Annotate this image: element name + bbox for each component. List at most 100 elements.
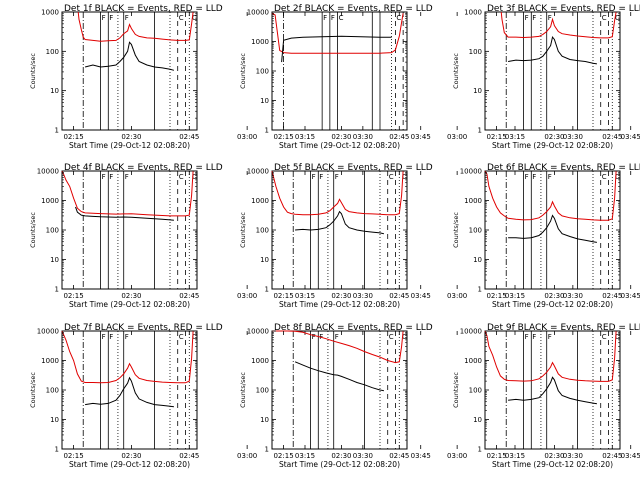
- x-tick-label: 02:45: [389, 133, 409, 141]
- y-tick-label: 100: [469, 227, 482, 235]
- flag-marker: F: [525, 14, 529, 22]
- x-tick-label: 02:45: [602, 133, 622, 141]
- flag-marker: F: [319, 173, 323, 181]
- x-tick-label: 02:30: [544, 452, 564, 460]
- y-tick-label: 10000: [247, 168, 269, 176]
- flag-marker: C: [402, 333, 407, 341]
- x-tick-label: 02:45: [602, 452, 622, 460]
- x-tick-label: 03:00: [447, 452, 467, 460]
- plot-frame: [271, 11, 408, 131]
- x-tick-label: 03:15: [295, 133, 315, 141]
- x-axis-label: Start Time (29-Oct-12 02:08:20): [69, 300, 190, 309]
- x-tick-label: 03:45: [621, 452, 640, 460]
- y-tick-label: 10: [260, 97, 269, 105]
- flag-marker: F: [102, 333, 106, 341]
- flag-marker: C: [389, 173, 394, 181]
- y-tick-label: 10000: [37, 328, 59, 336]
- y-tick-label: 1000: [251, 38, 269, 46]
- chart-title: Det 4f BLACK = Events, RED = LLD: [64, 163, 223, 173]
- y-tick-label: 1000: [41, 197, 59, 205]
- y-tick-label: 100: [256, 68, 269, 76]
- chart-title: Det 9f BLACK = Events, RED = LLD: [487, 323, 640, 333]
- x-tick-label: 02:15: [273, 292, 293, 300]
- flag-marker: C: [179, 173, 184, 181]
- x-axis-label: Start Time (29-Oct-12 02:08:20): [279, 141, 400, 150]
- flag-marker: C: [192, 333, 197, 341]
- x-tick-label: 03:30: [563, 452, 583, 460]
- series-lld-line: [77, 11, 194, 42]
- flag-marker: F: [109, 333, 113, 341]
- series-lld-line: [271, 170, 404, 216]
- y-tick-label: 1: [55, 286, 59, 294]
- x-tick-label: 03:30: [353, 452, 373, 460]
- flag-marker: F: [125, 333, 129, 341]
- x-tick-label: 02:15: [486, 292, 506, 300]
- x-tick-label: 03:45: [621, 292, 640, 300]
- x-tick-label: 03:15: [505, 133, 525, 141]
- x-tick-label: 03:15: [505, 292, 525, 300]
- x-tick-label: 02:15: [63, 292, 83, 300]
- flag-marker: F: [548, 173, 552, 181]
- x-tick-label: 02:45: [179, 452, 199, 460]
- series-lld-line: [61, 170, 194, 217]
- x-tick-label: 03:00: [237, 452, 257, 460]
- y-tick-label: 10000: [247, 328, 269, 336]
- y-axis-label: Counts/sec: [29, 372, 37, 408]
- x-axis-label: Start Time (29-Oct-12 02:08:20): [492, 300, 613, 309]
- x-tick-label: 02:15: [273, 133, 293, 141]
- flag-marker: C: [339, 14, 344, 22]
- x-axis-label: Start Time (29-Oct-12 02:08:20): [492, 460, 613, 469]
- flag-marker: C: [615, 14, 620, 22]
- flag-marker: F: [525, 333, 529, 341]
- x-tick-label: 03:45: [411, 292, 431, 300]
- y-tick-label: 10: [50, 256, 59, 264]
- y-tick-label: 10: [473, 416, 482, 424]
- flag-marker: F: [323, 14, 327, 22]
- flag-marker: C: [179, 333, 184, 341]
- y-tick-label: 100: [46, 48, 59, 56]
- y-tick-label: 10000: [460, 328, 482, 336]
- flag-marker: F: [532, 14, 536, 22]
- series-lld-line: [272, 330, 404, 364]
- flag-marker: F: [532, 173, 536, 181]
- y-tick-label: 1: [265, 286, 269, 294]
- y-tick-label: 10: [473, 87, 482, 95]
- y-axis-label: Counts/sec: [29, 212, 37, 248]
- chart-title: Det 2f BLACK = Events, RED = LLD: [274, 4, 433, 14]
- x-tick-label: 03:00: [447, 292, 467, 300]
- x-axis-label: Start Time (29-Oct-12 02:08:20): [279, 460, 400, 469]
- flag-marker: C: [602, 173, 607, 181]
- x-tick-label: 03:30: [563, 133, 583, 141]
- flag-marker: C: [179, 14, 184, 22]
- y-tick-label: 100: [469, 387, 482, 395]
- x-tick-label: 03:15: [295, 292, 315, 300]
- series-lld-line: [484, 170, 617, 221]
- x-tick-label: 02:30: [331, 292, 351, 300]
- y-tick-label: 1000: [464, 9, 482, 17]
- x-axis-label: Start Time (29-Oct-12 02:08:20): [69, 460, 190, 469]
- plot-frame: [61, 11, 198, 131]
- chart-title: Det 5f BLACK = Events, RED = LLD: [274, 163, 433, 173]
- x-tick-label: 03:30: [353, 133, 373, 141]
- chart-title: Det 3f BLACK = Events, RED = LLD: [487, 4, 640, 14]
- x-tick-label: 02:15: [63, 133, 83, 141]
- x-tick-label: 02:45: [389, 452, 409, 460]
- y-tick-label: 10000: [460, 168, 482, 176]
- flag-marker: F: [312, 333, 316, 341]
- y-tick-label: 10: [50, 416, 59, 424]
- x-tick-label: 02:30: [121, 452, 141, 460]
- series-lld-line: [271, 12, 404, 54]
- series-events-line: [508, 214, 597, 243]
- plot-frame: [484, 170, 621, 290]
- flag-marker: F: [335, 333, 339, 341]
- y-tick-label: 10: [50, 87, 59, 95]
- y-tick-label: 100: [256, 387, 269, 395]
- plot-frame: [271, 330, 408, 450]
- series-lld-line: [484, 330, 617, 382]
- flag-marker: F: [102, 14, 106, 22]
- y-axis-label: Counts/sec: [239, 212, 247, 248]
